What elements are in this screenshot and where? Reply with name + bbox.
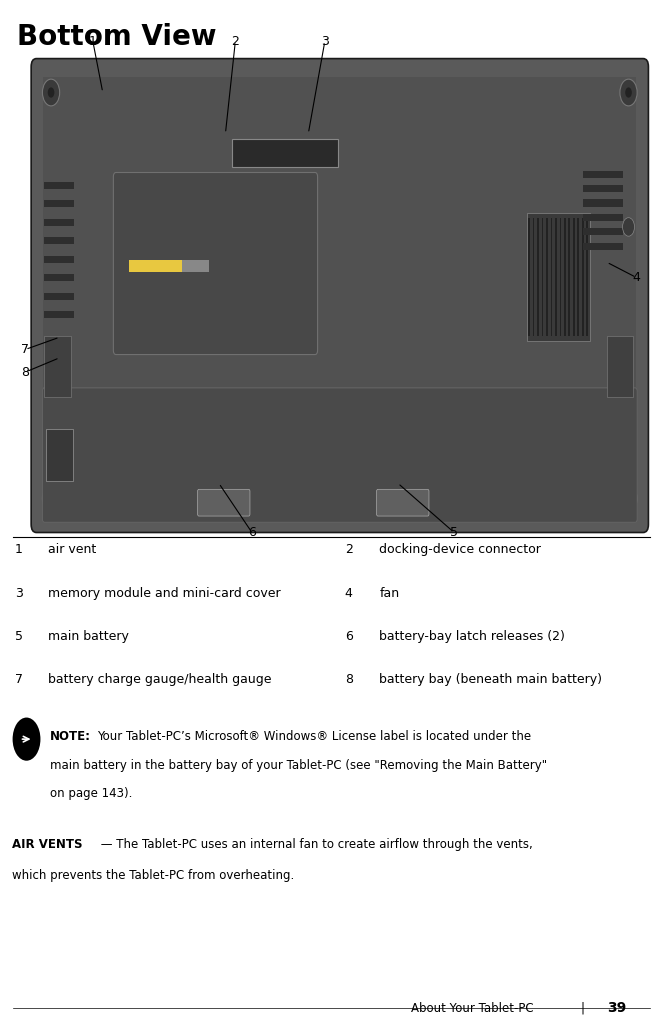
Text: |: | bbox=[580, 1001, 584, 1015]
Bar bbox=[44, 237, 74, 245]
Bar bbox=[583, 199, 623, 207]
Bar bbox=[573, 218, 575, 336]
Bar bbox=[182, 260, 209, 272]
Text: 39: 39 bbox=[607, 1000, 626, 1015]
FancyBboxPatch shape bbox=[113, 173, 318, 355]
Circle shape bbox=[623, 218, 634, 236]
Bar bbox=[583, 228, 623, 235]
Text: 2: 2 bbox=[231, 35, 239, 47]
Circle shape bbox=[620, 485, 637, 512]
Text: 6: 6 bbox=[345, 630, 353, 642]
Text: About Your Tablet-PC: About Your Tablet-PC bbox=[411, 1001, 534, 1015]
Bar bbox=[542, 218, 544, 336]
Bar bbox=[527, 213, 590, 341]
Text: which prevents the Tablet-PC from overheating.: which prevents the Tablet-PC from overhe… bbox=[12, 869, 294, 882]
Bar bbox=[564, 218, 566, 336]
FancyBboxPatch shape bbox=[31, 59, 648, 533]
Circle shape bbox=[625, 87, 632, 98]
Text: 7: 7 bbox=[15, 673, 23, 686]
Bar bbox=[537, 218, 539, 336]
Text: 4: 4 bbox=[633, 271, 640, 284]
Text: battery-bay latch releases (2): battery-bay latch releases (2) bbox=[379, 630, 565, 642]
Bar bbox=[607, 335, 633, 398]
Bar bbox=[44, 335, 71, 398]
Text: docking-device connector: docking-device connector bbox=[379, 544, 541, 556]
Text: NOTE:: NOTE: bbox=[50, 730, 91, 743]
Text: 7: 7 bbox=[21, 343, 29, 356]
Circle shape bbox=[246, 182, 251, 190]
Text: 8: 8 bbox=[345, 673, 353, 686]
Text: 1: 1 bbox=[15, 544, 23, 556]
Circle shape bbox=[42, 79, 60, 106]
Bar bbox=[44, 200, 74, 208]
Text: 8: 8 bbox=[21, 366, 29, 378]
Text: main battery: main battery bbox=[48, 630, 129, 642]
Bar bbox=[568, 218, 570, 336]
Circle shape bbox=[236, 182, 241, 190]
Circle shape bbox=[13, 718, 40, 761]
Bar bbox=[528, 218, 530, 336]
Text: 3: 3 bbox=[15, 587, 23, 599]
Bar bbox=[44, 274, 74, 282]
Text: on page 143).: on page 143). bbox=[50, 787, 132, 801]
Text: battery bay (beneath main battery): battery bay (beneath main battery) bbox=[379, 673, 602, 686]
Bar bbox=[44, 219, 74, 226]
Bar bbox=[550, 218, 552, 336]
Text: fan: fan bbox=[379, 587, 399, 599]
Circle shape bbox=[48, 493, 54, 504]
Text: 3: 3 bbox=[321, 35, 329, 47]
Text: memory module and mini-card cover: memory module and mini-card cover bbox=[48, 587, 280, 599]
Text: Your Tablet-PC’s Microsoft® Windows® License label is located under the: Your Tablet-PC’s Microsoft® Windows® Lic… bbox=[97, 730, 532, 743]
Bar bbox=[44, 182, 74, 189]
Text: battery charge gauge/health gauge: battery charge gauge/health gauge bbox=[48, 673, 271, 686]
Bar bbox=[44, 256, 74, 263]
Bar bbox=[587, 218, 589, 336]
Bar bbox=[583, 243, 623, 250]
Circle shape bbox=[625, 493, 632, 504]
Text: air vent: air vent bbox=[48, 544, 96, 556]
Bar bbox=[582, 218, 584, 336]
Bar bbox=[577, 218, 579, 336]
Text: 2: 2 bbox=[345, 544, 353, 556]
Text: 1: 1 bbox=[89, 35, 97, 47]
FancyBboxPatch shape bbox=[377, 489, 429, 516]
Text: — The Tablet-PC uses an internal fan to create airflow through the vents,: — The Tablet-PC uses an internal fan to … bbox=[97, 838, 532, 851]
Bar bbox=[560, 218, 562, 336]
Bar bbox=[546, 218, 548, 336]
Circle shape bbox=[256, 182, 261, 190]
Text: AIR VENTS: AIR VENTS bbox=[12, 838, 82, 851]
Text: 4: 4 bbox=[345, 587, 353, 599]
Text: 5: 5 bbox=[15, 630, 23, 642]
Text: 6: 6 bbox=[248, 526, 256, 539]
Bar bbox=[232, 139, 338, 168]
Text: 5: 5 bbox=[450, 526, 458, 539]
Circle shape bbox=[216, 182, 221, 190]
FancyBboxPatch shape bbox=[42, 388, 637, 522]
Bar bbox=[583, 185, 623, 192]
Circle shape bbox=[620, 79, 637, 106]
Bar bbox=[43, 77, 636, 388]
Bar bbox=[44, 311, 74, 319]
Circle shape bbox=[42, 485, 60, 512]
Bar bbox=[555, 218, 557, 336]
Bar bbox=[46, 430, 73, 481]
Circle shape bbox=[48, 87, 54, 98]
Text: main battery in the battery bay of your Tablet-PC (see "Removing the Main Batter: main battery in the battery bay of your … bbox=[50, 759, 547, 772]
Bar bbox=[44, 293, 74, 300]
Circle shape bbox=[226, 182, 231, 190]
Bar bbox=[532, 218, 534, 336]
FancyBboxPatch shape bbox=[198, 489, 250, 516]
Text: Bottom View: Bottom View bbox=[17, 23, 216, 50]
Bar bbox=[583, 171, 623, 178]
Bar bbox=[129, 260, 182, 272]
Bar bbox=[583, 214, 623, 221]
